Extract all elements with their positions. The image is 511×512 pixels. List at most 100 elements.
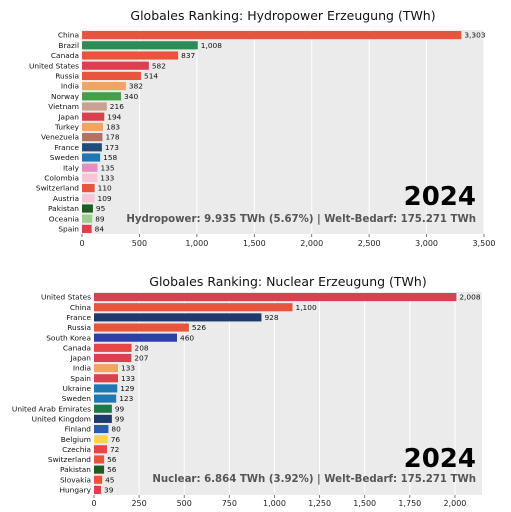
value-label: 526	[192, 323, 206, 332]
value-label: 84	[95, 225, 105, 234]
plot-area	[82, 30, 484, 234]
value-label: 194	[107, 112, 121, 121]
x-tick-label: 2,500	[358, 239, 381, 248]
category-label: Oceania	[49, 214, 79, 223]
x-tick-label: 3,000	[415, 239, 438, 248]
value-label: 56	[107, 465, 117, 474]
category-label: Hungary	[59, 486, 91, 495]
bar	[82, 163, 98, 172]
category-label: Japan	[69, 354, 91, 363]
category-label: United Kingdom	[32, 414, 91, 423]
bar	[82, 92, 122, 101]
bar	[82, 122, 104, 131]
x-tick-label: 2,000	[443, 499, 466, 508]
bar	[94, 394, 117, 403]
bar	[94, 303, 293, 312]
category-label: Turkey	[54, 123, 80, 132]
bar	[82, 71, 142, 80]
x-tick-label: 500	[177, 499, 192, 508]
value-label: 135	[101, 163, 115, 172]
bar	[94, 485, 102, 494]
value-label: 207	[134, 354, 148, 363]
category-label: Spain	[58, 225, 79, 234]
x-tick-label: 500	[132, 239, 147, 248]
category-label: Czechia	[62, 445, 91, 454]
bar	[82, 143, 102, 152]
x-tick-label: 1,000	[185, 239, 208, 248]
bar	[94, 455, 105, 464]
bar	[94, 313, 262, 322]
bar	[82, 133, 103, 142]
value-label: 99	[115, 404, 125, 413]
category-label: Canada	[63, 343, 91, 352]
value-label: 72	[110, 445, 119, 454]
category-label: Russia	[67, 323, 91, 332]
x-tick-label: 250	[131, 499, 146, 508]
value-label: 45	[105, 475, 115, 484]
bar	[94, 424, 109, 434]
x-tick-label: 2,000	[300, 239, 323, 248]
bar	[82, 112, 105, 121]
value-label: 582	[152, 61, 166, 70]
bar	[94, 293, 457, 302]
bar	[82, 204, 93, 213]
category-label: Austria	[53, 194, 79, 203]
bar	[82, 224, 92, 233]
value-label: 216	[110, 102, 124, 111]
category-label: Switzerland	[36, 184, 79, 193]
value-label: 1,008	[201, 41, 222, 50]
value-label: 837	[181, 51, 195, 60]
value-label: 514	[144, 72, 158, 81]
bar	[94, 343, 132, 352]
bar	[82, 153, 101, 162]
bar	[94, 475, 103, 484]
category-label: India	[61, 82, 79, 91]
x-tick-label: 1,500	[353, 499, 376, 508]
value-label: 123	[119, 394, 133, 403]
bar	[82, 173, 98, 182]
category-label: Japan	[57, 112, 79, 121]
value-label: 95	[96, 204, 106, 213]
value-label: 173	[105, 143, 119, 152]
bar	[82, 214, 93, 223]
bar	[94, 364, 119, 373]
x-tick-label: 1,000	[263, 499, 286, 508]
x-tick-label: 0	[91, 499, 96, 508]
bar	[94, 353, 132, 363]
year-label: 2024	[404, 182, 476, 212]
value-label: 56	[107, 455, 117, 464]
bar	[82, 41, 198, 50]
category-label: United States	[41, 293, 91, 302]
bar	[94, 414, 112, 423]
value-label: 208	[135, 343, 149, 352]
x-tick-label: 0	[79, 239, 84, 248]
value-label: 133	[121, 374, 135, 383]
bar	[82, 184, 95, 193]
category-label: France	[66, 313, 91, 322]
category-label: Spain	[70, 374, 91, 383]
category-label: Slovakia	[60, 475, 91, 484]
bar	[82, 31, 462, 40]
value-label: 39	[104, 486, 114, 495]
value-label: 158	[103, 153, 117, 162]
chart-2: Globales Ranking: Nuclear Erzeugung (TWh…	[12, 274, 482, 508]
bar	[94, 323, 189, 332]
chart-1: Globales Ranking: Hydropower Erzeugung (…	[29, 8, 496, 248]
category-label: India	[73, 364, 91, 373]
category-label: China	[70, 303, 91, 312]
value-label: 99	[115, 414, 125, 423]
bar	[94, 435, 108, 444]
category-label: Ukraine	[62, 384, 91, 393]
bar	[94, 384, 118, 393]
category-label: China	[58, 31, 79, 40]
value-label: 110	[98, 184, 112, 193]
x-tick-label: 3,500	[473, 239, 496, 248]
category-label: Pakistan	[60, 465, 91, 474]
summary-text: Hydropower: 9.935 TWh (5.67%) | Welt-Bed…	[126, 214, 476, 225]
value-label: 80	[111, 425, 121, 434]
category-label: Sweden	[50, 153, 80, 162]
category-label: Pakistan	[48, 204, 79, 213]
bar	[82, 82, 126, 91]
